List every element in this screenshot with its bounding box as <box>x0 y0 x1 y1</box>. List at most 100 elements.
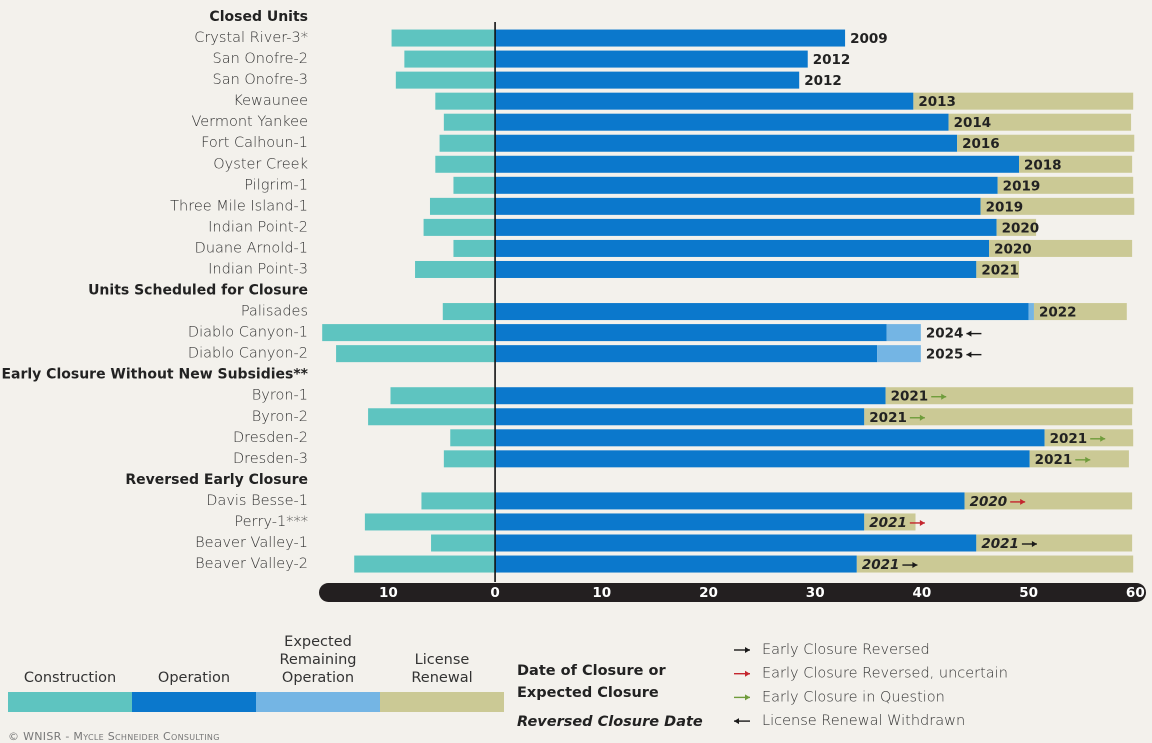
category-label: Kewaunee <box>233 93 308 109</box>
x-tick-label: 10 <box>592 585 611 601</box>
marker-legend-label: License Renewal Withdrawn <box>762 713 965 729</box>
bar-renewal <box>864 408 1133 426</box>
bar-operation <box>495 134 958 152</box>
bar-construction <box>415 260 496 278</box>
marker-legend-label: Early Closure Reversed <box>762 642 930 658</box>
x-tick-label: 50 <box>1019 585 1038 601</box>
bar-construction <box>336 345 496 363</box>
bar-operation <box>495 92 914 110</box>
date-legend-closure: Date of Closure or Expected Closure <box>517 663 666 701</box>
bar-renewal <box>976 260 1020 278</box>
category-label: Three Mile Island-1 <box>170 198 308 214</box>
legend-swatch <box>132 692 256 712</box>
closure-label: 2012 <box>804 73 842 89</box>
legend-label: Construction <box>23 670 117 686</box>
arrow-marker <box>734 670 750 677</box>
bar-remaining <box>877 345 921 363</box>
bar-renewal <box>1033 303 1127 321</box>
closure-label: 2016 <box>962 136 1000 152</box>
closure-label: 2024 <box>926 326 964 342</box>
bar-operation <box>495 492 965 510</box>
bar-operation <box>495 197 981 215</box>
bar-operation <box>495 408 865 426</box>
bar-construction <box>443 450 496 468</box>
arrow-head <box>1100 435 1106 442</box>
category-label: Crystal River-3* <box>194 30 308 46</box>
bar-operation <box>495 450 1030 468</box>
legend-swatch <box>380 692 504 712</box>
closure-label: 2013 <box>918 94 956 110</box>
bar-operation <box>495 29 846 47</box>
legend-cell: Operation <box>132 669 256 687</box>
arrow-head <box>966 351 972 358</box>
closure-label: 2020 <box>970 494 1008 510</box>
marker-legend-label: Early Closure Reversed, uncertain <box>762 666 1008 682</box>
legend-cell: Construction <box>8 669 132 687</box>
bar-operation <box>495 176 998 194</box>
bar-construction <box>368 408 496 426</box>
group-title: Units Scheduled for Closure <box>88 283 308 299</box>
bar-construction <box>453 239 496 257</box>
category-label: Beaver Valley-1 <box>195 535 308 551</box>
category-label: Dresden-3 <box>233 451 308 467</box>
arrow-head <box>966 330 972 337</box>
category-label: Vermont Yankee <box>191 114 308 130</box>
bar-operation <box>495 218 997 236</box>
arrow-marker <box>909 519 925 526</box>
arrow-head <box>745 694 750 701</box>
category-label: Fort Calhoun-1 <box>201 135 308 151</box>
arrow-head <box>1031 541 1037 547</box>
closure-label: 2021 <box>1035 452 1073 468</box>
bar-renewal <box>976 534 1133 552</box>
closure-label: 2019 <box>1003 178 1041 194</box>
closure-label: 2021 <box>869 410 907 426</box>
category-label: Byron-1 <box>252 388 308 404</box>
bar-operation <box>495 260 977 278</box>
arrow-head <box>1020 498 1026 505</box>
arrow-marker <box>909 414 925 421</box>
category-label: Oyster Creek <box>213 156 308 172</box>
category-label: Davis Besse-1 <box>206 493 308 509</box>
arrow-head <box>919 414 925 421</box>
arrow-marker <box>1021 541 1037 547</box>
arrow-marker <box>931 393 947 400</box>
closure-label: 2009 <box>850 31 888 47</box>
bar-operation <box>495 387 886 405</box>
bar-construction <box>453 176 496 194</box>
bar-renewal <box>864 513 916 531</box>
bar-operation <box>495 50 808 68</box>
closure-label: 2018 <box>1024 157 1062 173</box>
closure-label: 2020 <box>994 241 1032 257</box>
arrow-marker <box>966 351 982 358</box>
bar-construction <box>435 92 496 110</box>
x-tick-label: 40 <box>913 585 932 601</box>
closure-label: 2019 <box>986 199 1024 215</box>
closure-label: 2014 <box>954 115 992 131</box>
closure-label: 2025 <box>926 347 964 363</box>
category-label: Diablo Canyon-2 <box>188 346 308 362</box>
arrow-marker <box>734 694 750 701</box>
credit: © WNISR - Mycle Schneider Consulting <box>8 730 220 743</box>
bar-renewal <box>964 492 1133 510</box>
closure-label: 2022 <box>1039 305 1077 321</box>
bar-renewal <box>948 113 1132 131</box>
arrow-marker <box>1090 435 1106 442</box>
category-label: San Onofre-3 <box>213 72 309 88</box>
bar-construction <box>429 197 496 215</box>
arrow-head <box>919 519 925 526</box>
bar-operation <box>495 534 977 552</box>
category-label: Perry-1*** <box>234 514 308 530</box>
bar-operation <box>495 239 990 257</box>
bar-construction <box>364 513 496 531</box>
bar-renewal <box>913 92 1134 110</box>
arrow-marker <box>966 330 982 337</box>
bar-renewal <box>957 134 1135 152</box>
closure-label: 2021 <box>891 389 929 405</box>
closure-label: 2021 <box>981 536 1019 552</box>
bar-construction <box>421 492 496 510</box>
group-title: Closed Units <box>209 9 308 25</box>
arrow-head <box>745 670 750 677</box>
bar-remaining <box>886 324 921 342</box>
x-tick-label: 0 <box>490 585 499 601</box>
bar-construction <box>395 71 496 89</box>
